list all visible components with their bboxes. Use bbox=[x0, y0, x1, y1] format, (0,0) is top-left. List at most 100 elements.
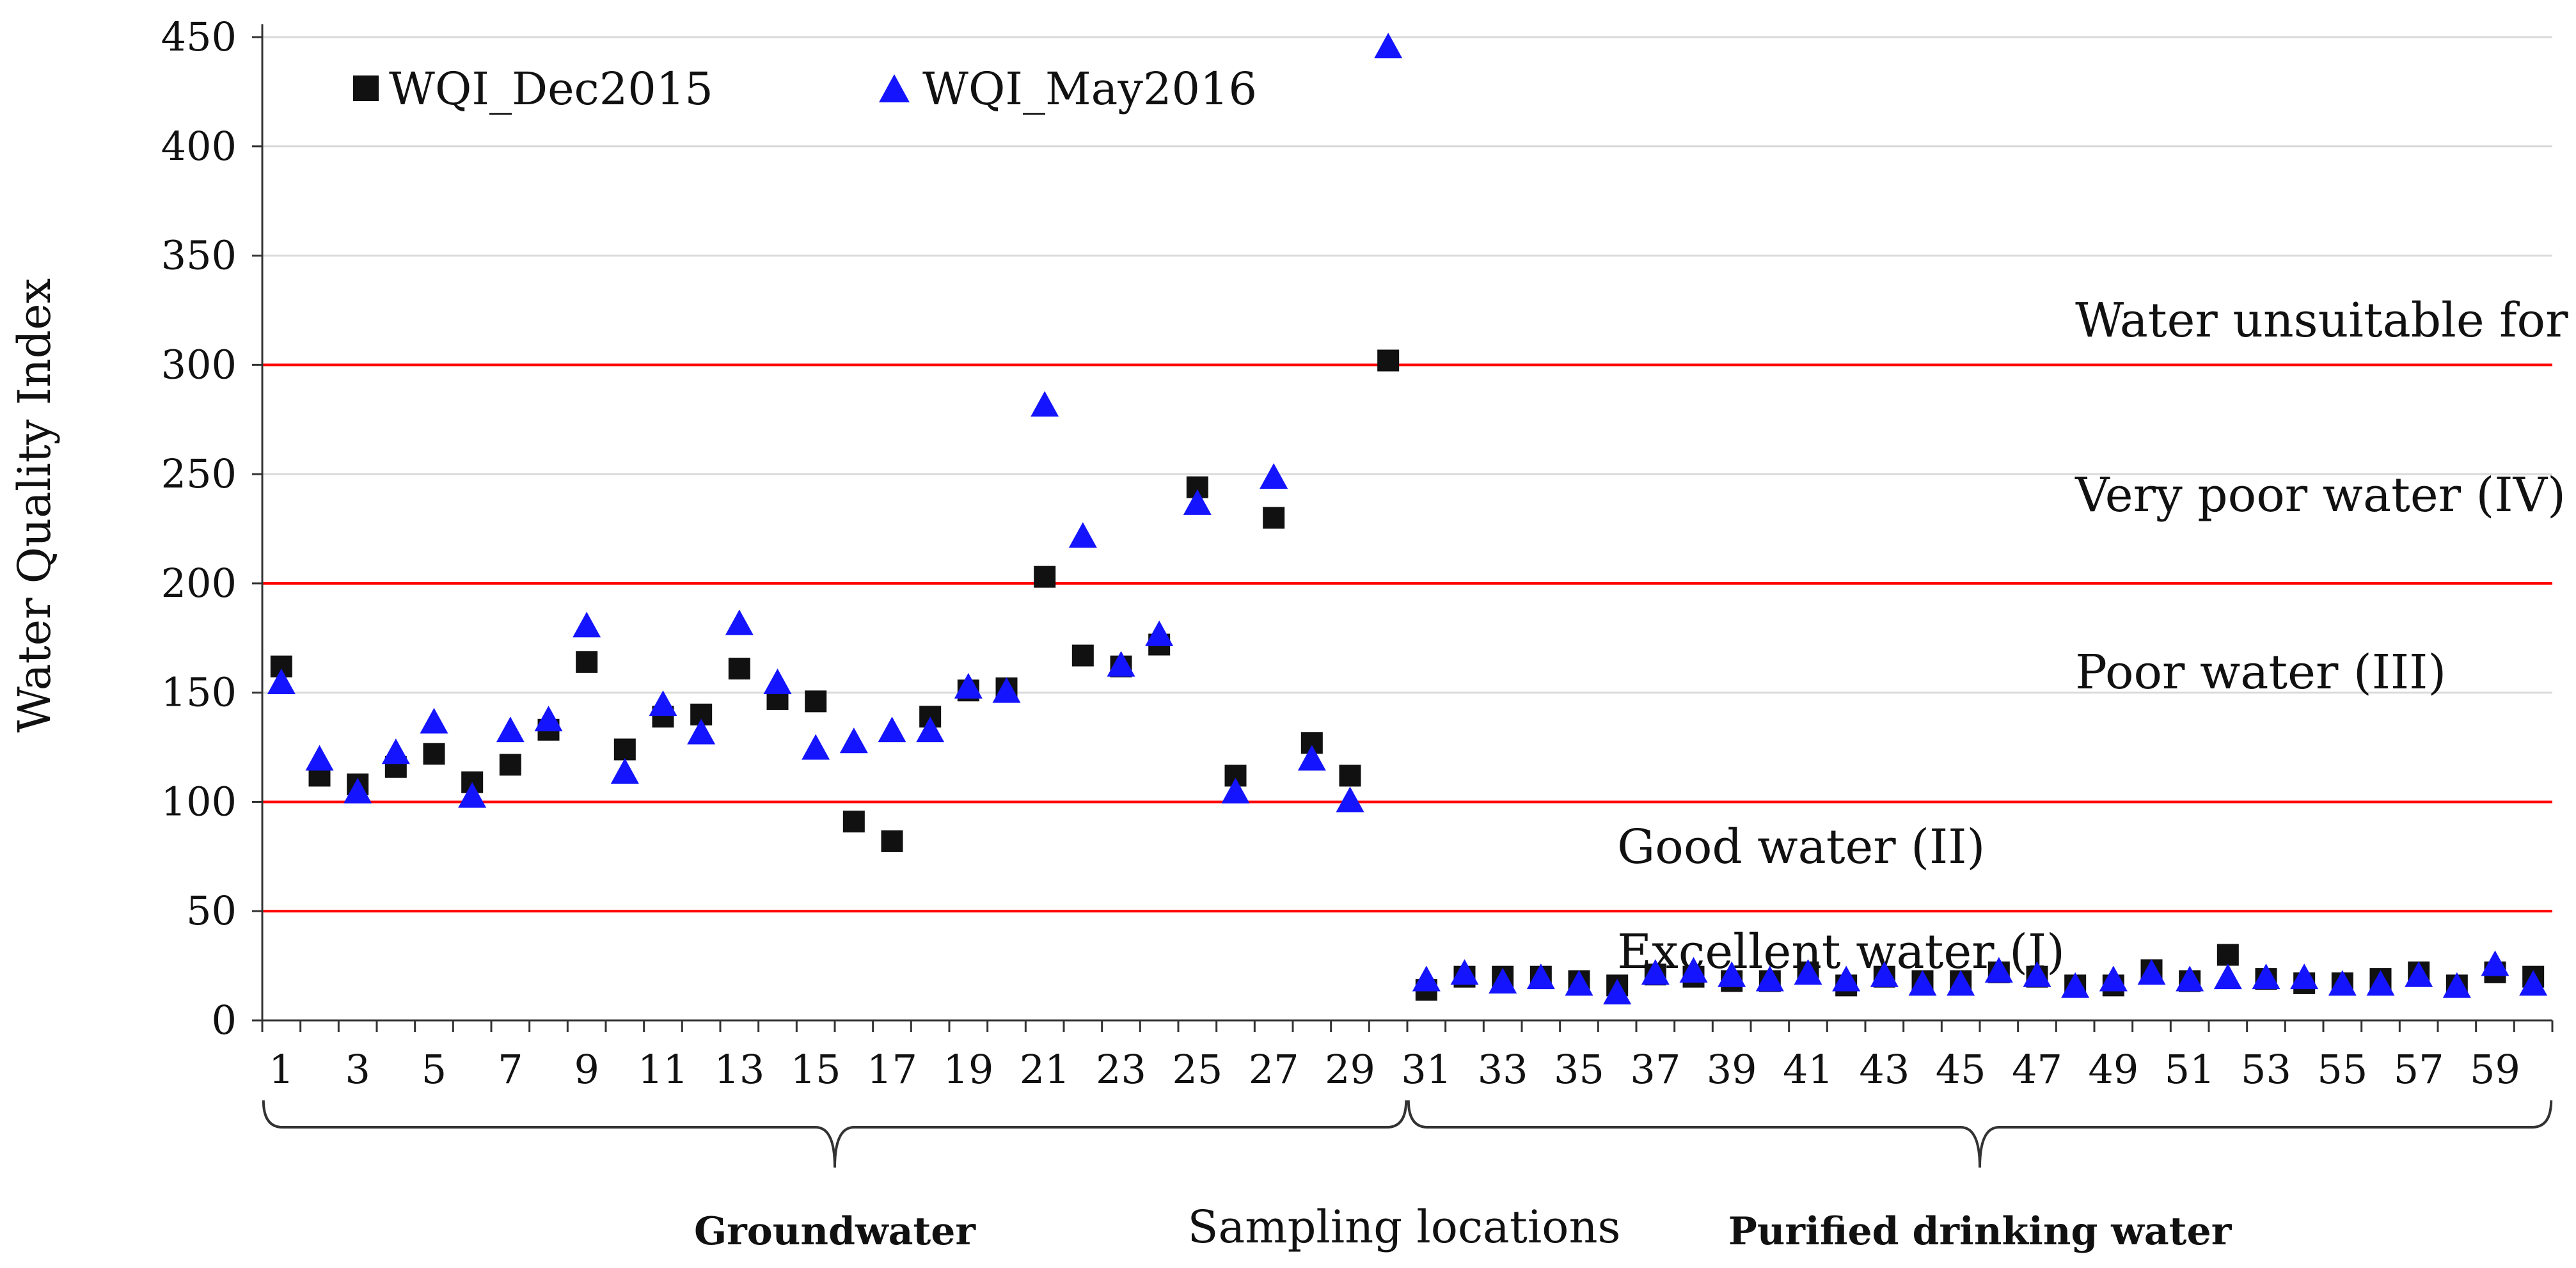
point-dec2015 bbox=[1339, 765, 1361, 787]
y-tick-label: 0 bbox=[212, 997, 237, 1043]
point-may2016 bbox=[381, 738, 410, 765]
point-may2016 bbox=[916, 717, 945, 743]
x-tick-label: 47 bbox=[2012, 1046, 2062, 1093]
data-points bbox=[267, 33, 2548, 1005]
x-tick-label: 29 bbox=[1325, 1046, 1375, 1093]
legend-marker-dec2015 bbox=[353, 75, 379, 101]
x-tick-label: 21 bbox=[1020, 1046, 1070, 1093]
point-may2016 bbox=[1450, 959, 1479, 985]
point-dec2015 bbox=[728, 658, 750, 680]
point-dec2015 bbox=[423, 743, 445, 765]
y-tick-label: 350 bbox=[161, 232, 237, 279]
point-dec2015 bbox=[1263, 507, 1285, 529]
band-label: Very poor water (IV) bbox=[2074, 468, 2566, 523]
point-dec2015 bbox=[805, 690, 827, 713]
point-may2016 bbox=[1374, 33, 1403, 59]
y-tick-label: 200 bbox=[161, 560, 237, 606]
point-may2016 bbox=[1832, 965, 1861, 992]
point-may2016 bbox=[763, 669, 792, 695]
point-dec2015 bbox=[1071, 644, 1094, 667]
point-may2016 bbox=[2252, 963, 2280, 990]
point-may2016 bbox=[1565, 970, 1593, 996]
point-may2016 bbox=[649, 690, 677, 717]
group-label: Purified drinking water bbox=[1728, 1209, 2232, 1254]
point-may2016 bbox=[2023, 961, 2051, 987]
point-may2016 bbox=[1068, 522, 1097, 548]
point-may2016 bbox=[1526, 963, 1555, 990]
point-may2016 bbox=[534, 706, 563, 732]
point-may2016 bbox=[610, 758, 639, 784]
x-tick-label: 9 bbox=[574, 1046, 599, 1093]
point-may2016 bbox=[305, 745, 334, 771]
x-tick-label: 11 bbox=[638, 1046, 688, 1093]
legend-marker-may2016 bbox=[879, 74, 910, 102]
x-tick-label: 15 bbox=[791, 1046, 841, 1093]
point-may2016 bbox=[1297, 745, 1326, 771]
point-may2016 bbox=[1870, 961, 1899, 987]
band-label: Good water (II) bbox=[1617, 820, 1985, 875]
x-tick-label: 1 bbox=[269, 1046, 294, 1093]
point-may2016 bbox=[1794, 959, 1822, 985]
threshold-lines bbox=[262, 363, 2552, 913]
point-may2016 bbox=[954, 672, 983, 699]
point-dec2015 bbox=[613, 738, 636, 761]
point-may2016 bbox=[2481, 950, 2509, 976]
point-may2016 bbox=[2099, 965, 2128, 992]
point-may2016 bbox=[1908, 970, 1937, 996]
x-tick-label: 55 bbox=[2317, 1046, 2367, 1093]
x-axis-title: Sampling locations bbox=[1188, 1201, 1621, 1253]
point-may2016 bbox=[1031, 391, 1059, 417]
point-may2016 bbox=[2328, 970, 2357, 996]
point-dec2015 bbox=[881, 830, 903, 852]
point-dec2015 bbox=[499, 754, 521, 776]
x-tick-label: 35 bbox=[1554, 1046, 1604, 1093]
y-axis-title: Water Quality Index bbox=[8, 278, 61, 733]
x-tick-label: 33 bbox=[1478, 1046, 1528, 1093]
point-may2016 bbox=[2176, 965, 2204, 992]
x-tick-label: 17 bbox=[867, 1046, 917, 1093]
point-may2016 bbox=[687, 718, 716, 745]
point-may2016 bbox=[1603, 979, 1632, 1005]
legend-label-may2016: WQI_May2016 bbox=[922, 63, 1257, 115]
point-may2016 bbox=[1641, 959, 1670, 985]
x-tick-label: 39 bbox=[1707, 1046, 1757, 1093]
x-tick-label: 27 bbox=[1249, 1046, 1299, 1093]
x-tick-label: 59 bbox=[2470, 1046, 2520, 1093]
point-may2016 bbox=[2213, 963, 2242, 990]
y-tick-label: 300 bbox=[161, 341, 237, 388]
point-may2016 bbox=[2405, 961, 2433, 987]
point-may2016 bbox=[458, 782, 487, 808]
group-label: Groundwater bbox=[694, 1209, 976, 1254]
band-label: Poor water (III) bbox=[2075, 645, 2446, 700]
point-may2016 bbox=[1755, 965, 1784, 992]
point-may2016 bbox=[992, 677, 1021, 703]
y-tick-label: 250 bbox=[161, 450, 237, 497]
point-may2016 bbox=[2366, 970, 2395, 996]
x-tick-label: 43 bbox=[1859, 1046, 1909, 1093]
band-label: Water unsuitable for drinking (V) bbox=[2075, 293, 2576, 348]
axes bbox=[252, 24, 2554, 1032]
x-tick-label: 49 bbox=[2088, 1046, 2138, 1093]
x-tick-label: 23 bbox=[1096, 1046, 1146, 1093]
group-braces: Groundwater Purified drinking water bbox=[262, 1100, 2553, 1254]
point-dec2015 bbox=[2216, 944, 2239, 966]
x-tick-label: 41 bbox=[1783, 1046, 1833, 1093]
point-dec2015 bbox=[1034, 566, 1056, 588]
legend-label-dec2015: WQI_Dec2015 bbox=[389, 63, 713, 115]
x-tick-label: 51 bbox=[2165, 1046, 2215, 1093]
x-tick-label: 31 bbox=[1401, 1046, 1451, 1093]
x-tick-label: 3 bbox=[345, 1046, 370, 1093]
y-tick-label: 50 bbox=[186, 887, 237, 934]
point-may2016 bbox=[420, 708, 448, 734]
point-may2016 bbox=[1107, 651, 1135, 677]
point-dec2015 bbox=[842, 811, 865, 833]
y-tick-label: 150 bbox=[161, 669, 237, 716]
point-may2016 bbox=[1984, 956, 2013, 983]
point-may2016 bbox=[878, 717, 906, 743]
x-tick-label: 7 bbox=[498, 1046, 523, 1093]
group-brace bbox=[1407, 1100, 2553, 1168]
point-may2016 bbox=[839, 727, 868, 754]
